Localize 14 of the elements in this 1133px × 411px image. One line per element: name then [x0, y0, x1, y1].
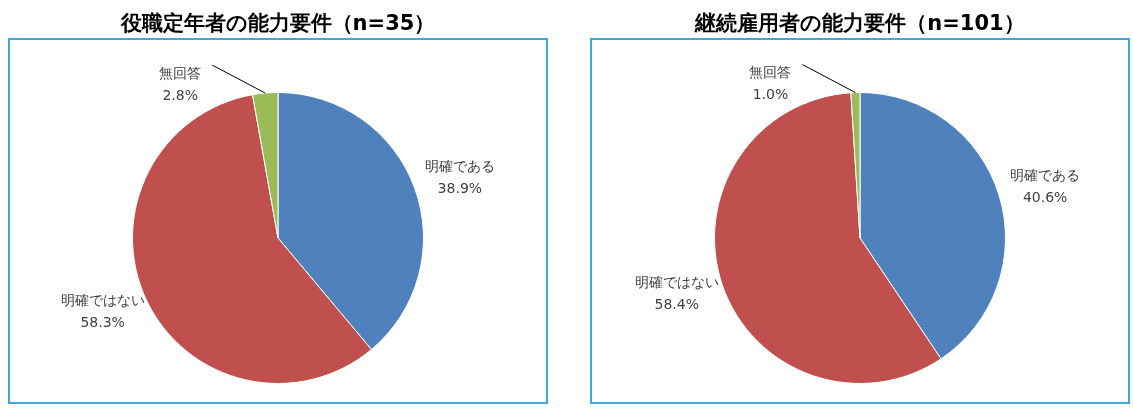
data-label: 38.9%: [437, 179, 483, 196]
slice-label: 無回答: [159, 64, 202, 81]
slice-label: 明確である: [424, 157, 495, 174]
slice-label: 明確である: [1010, 166, 1081, 183]
chart-title: 継続雇用者の能力要件（n=101）: [693, 10, 1026, 37]
chart-title: 役職定年者の能力要件（n=35）: [119, 10, 437, 37]
data-label: 2.8%: [162, 86, 199, 103]
data-label: 40.6%: [1022, 188, 1068, 205]
data-label: 58.3%: [80, 313, 125, 330]
slice-label: 明確ではない: [634, 273, 719, 290]
slice-label: 無回答: [749, 64, 792, 81]
data-label: 58.4%: [654, 295, 699, 312]
slice-label: 明確ではない: [60, 291, 145, 308]
data-label: 1.0%: [752, 86, 789, 103]
